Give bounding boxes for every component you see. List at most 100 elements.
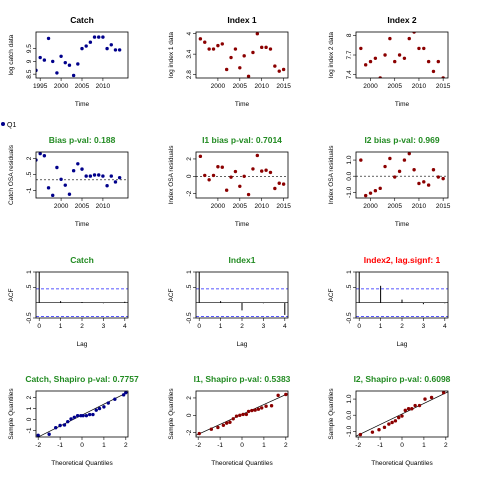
data-point [46,36,51,41]
x-tick-label: 2000 [211,203,226,210]
data-point [84,44,88,48]
x-tick-label: 3 [102,323,106,330]
data-point [246,192,251,197]
panel-catch_ts: Catch 1995 2000 2005 2010 8.5 9 9.5 Time log catc… [8,15,129,108]
x-tick-label: -1 [57,442,63,449]
panel-frame [195,151,289,199]
data-point [238,184,242,188]
data-point [97,173,101,177]
x-tick-label: 2010 [254,203,269,210]
data-point [264,45,268,50]
data-point [67,192,72,196]
data-point [84,174,88,178]
data-point [388,36,392,41]
data-point [197,431,201,436]
y-axis-label: ACF [8,288,15,301]
data-point [97,406,102,411]
data-point [268,170,273,175]
y-tick-label: 0 [26,417,33,421]
data-point [234,414,239,418]
data-point [260,45,264,50]
data-point [36,158,38,162]
y-tick-label: 2.8 [186,70,193,79]
data-point [117,48,122,52]
data-point [251,167,255,171]
x-tick-label: 0 [400,442,404,449]
data-point [84,413,89,418]
data-point [238,66,242,70]
data-point [383,53,387,57]
panel-title: Bias p-val: 0.188 [49,135,116,145]
data-point [417,46,421,51]
y-axis-label: Index OSA residuals [328,145,335,205]
data-point [393,419,398,423]
data-point [250,408,254,413]
panel-title: Index2, lag.signf: 1 [364,255,441,265]
x-tick-label: 4 [443,323,447,330]
x-tick-label: 2010 [412,83,427,90]
x-tick-label: 2 [444,442,448,449]
panel-data [196,392,288,436]
data-point [407,152,411,156]
data-point [88,40,93,44]
x-tick-label: 3 [262,323,266,330]
data-point [363,63,368,67]
y-tick-label: 2 [186,157,193,161]
data-point [410,407,414,411]
data-point [277,181,281,185]
data-point [38,152,42,156]
y-axis-label: Sample Quantiles [8,388,15,440]
x-tick-label: -2 [355,442,361,449]
y-tick-label: 8.5 [26,69,33,78]
x-tick-label: 1 [422,442,426,449]
panel-data [36,391,128,437]
data-point [67,63,72,67]
y-tick-label: 9.5 [26,44,33,53]
data-point [417,181,421,186]
data-point [397,53,402,57]
panel-frame [195,271,289,319]
data-point [429,395,434,400]
y-tick-label: 0 [186,413,193,417]
panel-data [359,32,445,78]
data-point [431,168,436,172]
data-point [241,412,245,417]
x-tick-label: 0 [357,323,361,330]
data-point [393,175,397,179]
y-axis-label: Index OSA residuals [168,145,175,205]
panel-index2_qq: I2, Shapiro p-val: 0.6098 -2 -1 0 1 2 -1.0 0.0 1… [328,374,451,467]
x-tick-label: 2015 [276,83,291,90]
data-point [368,59,373,64]
x-tick-label: 2010 [96,83,111,90]
x-tick-label: 2000 [363,83,378,90]
panel-title: I2, Shapiro p-val: 0.6098 [354,374,451,384]
data-point [387,422,391,426]
data-point [378,76,382,78]
y-tick-label: -0.5 [186,312,193,324]
x-tick-label: 2005 [388,83,403,90]
y-axis-label: Sample Quantiles [168,388,175,440]
y-tick-label: 4 [186,32,193,36]
data-point [373,56,378,60]
panel-index2_osa: I2 bias p-val: 0.969 2000 2005 2010 2015 -1.0… [328,135,451,228]
data-point [109,174,113,178]
data-point [246,409,251,414]
x-tick-label: 2005 [75,203,90,210]
y-tick-label: 1.0 [346,155,353,164]
data-point [76,162,80,166]
data-point [390,420,394,425]
data-point [264,404,268,408]
data-point [101,174,105,178]
data-point [431,69,436,74]
data-point [121,393,126,397]
data-point [422,46,426,51]
data-point [105,46,109,51]
x-tick-label: 0 [37,323,41,330]
data-point [113,48,118,52]
x-tick-label: 0 [80,442,84,449]
data-point [229,55,233,60]
data-point [388,156,392,161]
data-point [255,32,260,36]
data-point [273,64,277,68]
